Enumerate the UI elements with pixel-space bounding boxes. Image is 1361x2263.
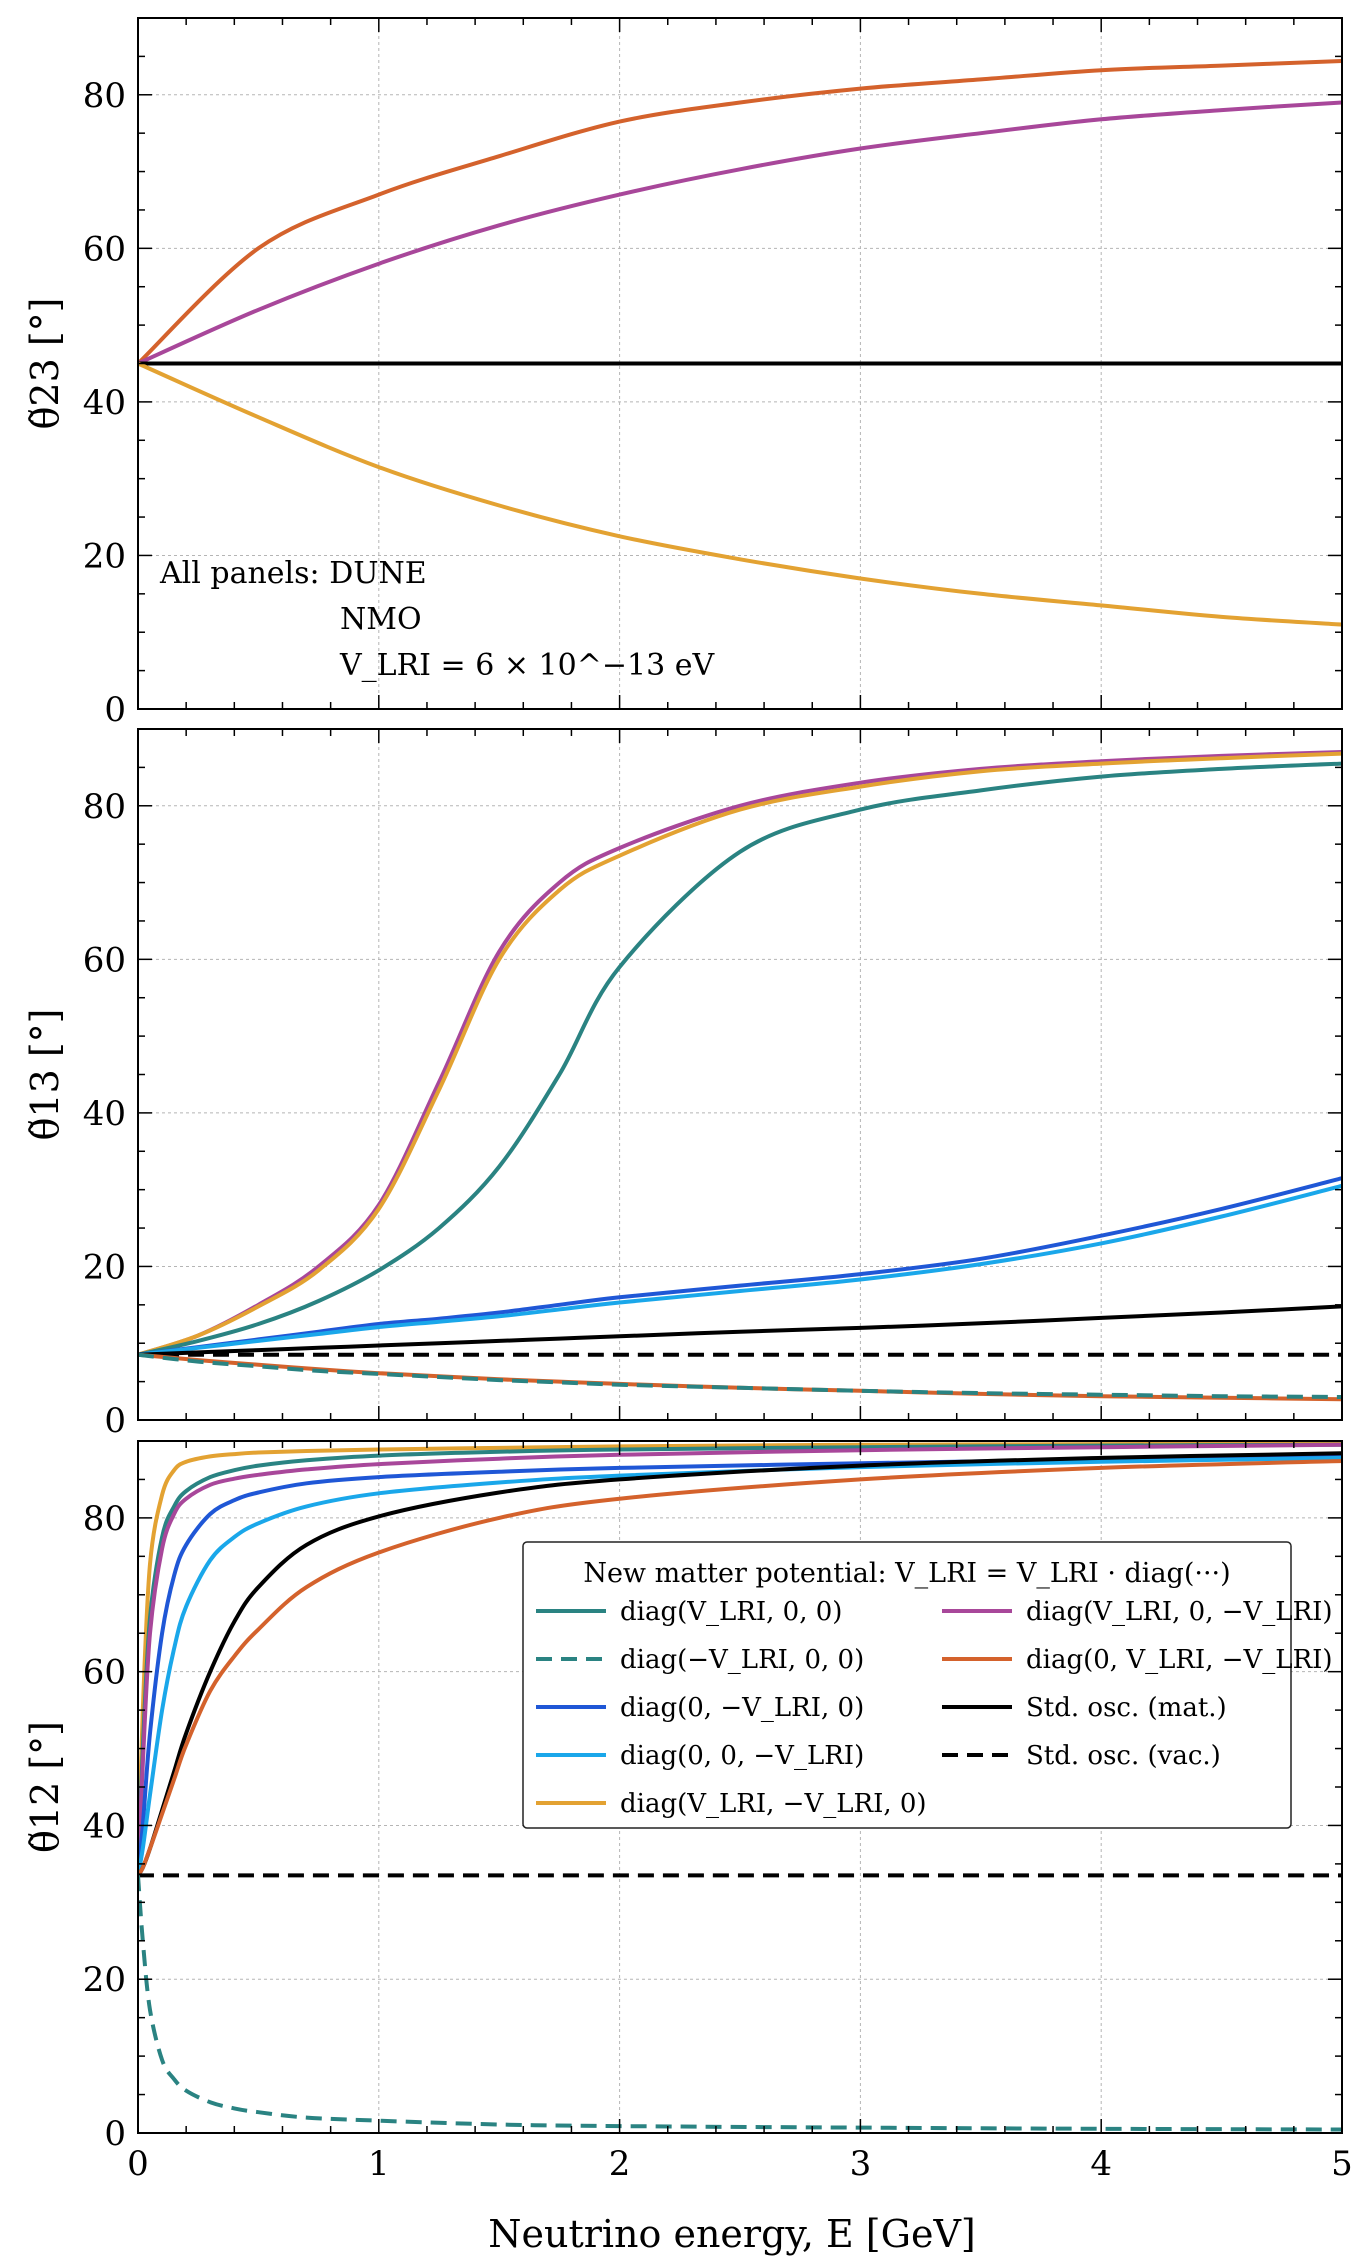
x-tick-label: 1 bbox=[368, 2144, 390, 2184]
y-tick-label: 0 bbox=[104, 690, 126, 730]
annotation-line-2: NMO bbox=[340, 602, 422, 637]
annotation: All panels: DUNE NMO V_LRI = 6 × 10^−13 … bbox=[159, 556, 715, 683]
legend-item-diag_00mv: diag(0, 0, −V_LRI) bbox=[536, 1741, 864, 1771]
panel-theta13: 0 20 40 60 80 θ̃13 [°] bbox=[23, 728, 1343, 1441]
legend: New matter potential: V_LRI = V_LRI · di… bbox=[522, 1541, 1333, 1829]
series-diag_0vmv bbox=[138, 1352, 1342, 1402]
series-group bbox=[138, 1441, 1342, 2132]
legend-label: diag(0, 0, −V_LRI) bbox=[620, 1741, 864, 1771]
series-diag_v00 bbox=[138, 761, 1342, 1357]
series-diag_v0mv bbox=[138, 750, 1342, 1357]
series-group bbox=[138, 59, 1342, 627]
grid bbox=[138, 18, 1342, 709]
y-tick-label: 60 bbox=[83, 1653, 126, 1693]
legend-label: diag(−V_LRI, 0, 0) bbox=[620, 1645, 864, 1675]
y-tick-label: 0 bbox=[104, 2114, 126, 2154]
legend-label: diag(V_LRI, 0, 0) bbox=[620, 1597, 842, 1627]
legend-label: diag(0, V_LRI, −V_LRI) bbox=[1026, 1645, 1333, 1675]
series-diag_v0mv bbox=[138, 100, 1342, 366]
y-tick-label: 40 bbox=[83, 383, 126, 423]
y-tick-label: 40 bbox=[83, 1806, 126, 1846]
panel-theta12: 0 20 40 60 80 θ̃12 [°] 0 1 2 3 4 5 bbox=[23, 1440, 1353, 2184]
series-diag_00mv bbox=[138, 1183, 1342, 1357]
legend-item-diag_0vmv: diag(0, V_LRI, −V_LRI) bbox=[942, 1645, 1333, 1675]
y-tick-label: 20 bbox=[83, 1247, 126, 1287]
series-std_mat bbox=[138, 1304, 1342, 1357]
series-diag_vmv0 bbox=[138, 1441, 1342, 1876]
y-tick-label: 80 bbox=[83, 787, 126, 827]
series-diag_vmv0 bbox=[138, 751, 1342, 1357]
legend-label: diag(0, −V_LRI, 0) bbox=[620, 1693, 864, 1723]
ticks bbox=[137, 17, 1343, 710]
y-tick-label: 60 bbox=[83, 940, 126, 980]
x-tick-label: 0 bbox=[127, 2144, 149, 2184]
legend-item-diag_v00: diag(V_LRI, 0, 0) bbox=[536, 1597, 842, 1627]
panel-theta23: 0 20 40 60 80 θ̃23 [°] bbox=[23, 17, 1343, 730]
legend-label: diag(V_LRI, 0, −V_LRI) bbox=[1026, 1597, 1333, 1627]
y-tick-label: 60 bbox=[83, 229, 126, 269]
y-tick-label: 80 bbox=[83, 76, 126, 116]
legend-item-diag_vmv0: diag(V_LRI, −V_LRI, 0) bbox=[536, 1789, 927, 1819]
legend-label: Std. osc. (mat.) bbox=[1026, 1693, 1227, 1723]
y-axis-title: θ̃13 [°] bbox=[23, 1009, 67, 1141]
y-tick-label: 0 bbox=[104, 1401, 126, 1441]
x-axis-title: Neutrino energy, E [GeV] bbox=[488, 2212, 976, 2256]
y-axis-title: θ̃23 [°] bbox=[23, 298, 67, 430]
ticks bbox=[137, 1440, 1343, 2134]
x-tick-label: 4 bbox=[1090, 2144, 1112, 2184]
ticks bbox=[137, 728, 1343, 1421]
legend-item-std_vac: Std. osc. (vac.) bbox=[942, 1741, 1221, 1771]
y-tick-label: 40 bbox=[83, 1094, 126, 1134]
legend-item-std_mat: Std. osc. (mat.) bbox=[942, 1693, 1227, 1723]
series-diag_00mv bbox=[138, 1455, 1342, 1876]
legend-item-diag_0mv0: diag(0, −V_LRI, 0) bbox=[536, 1693, 864, 1723]
y-axis-title: θ̃12 [°] bbox=[23, 1721, 67, 1853]
legend-item-diag_mv00: diag(−V_LRI, 0, 0) bbox=[536, 1645, 864, 1675]
x-tick-label: 5 bbox=[1331, 2144, 1353, 2184]
legend-label: diag(V_LRI, −V_LRI, 0) bbox=[620, 1789, 927, 1819]
series-diag_vmv0 bbox=[138, 361, 1342, 627]
y-tick-label: 80 bbox=[83, 1499, 126, 1539]
series-diag_v0mv bbox=[138, 1442, 1342, 1876]
series-group bbox=[138, 750, 1342, 1402]
series-diag_0vmv bbox=[138, 59, 1342, 365]
y-tick-label: 20 bbox=[83, 1960, 126, 2000]
series-diag_mv00 bbox=[138, 1875, 1342, 2132]
x-tick-label: 2 bbox=[609, 2144, 631, 2184]
series-diag_0vmv bbox=[138, 1459, 1342, 1877]
series-diag_mv00 bbox=[138, 1352, 1342, 1399]
y-tick-label: 20 bbox=[83, 536, 126, 576]
legend-title: New matter potential: V_LRI = V_LRI · di… bbox=[583, 1558, 1230, 1589]
x-axis: Neutrino energy, E [GeV] bbox=[488, 2212, 976, 2256]
legend-frame bbox=[522, 1541, 1292, 1829]
annotation-line-3: V_LRI = 6 × 10^−13 eV bbox=[339, 648, 715, 683]
annotation-line-1: All panels: DUNE bbox=[159, 556, 427, 591]
series-diag_0mv0 bbox=[138, 1176, 1342, 1357]
x-tick-label: 3 bbox=[850, 2144, 872, 2184]
legend-item-diag_v0mv: diag(V_LRI, 0, −V_LRI) bbox=[942, 1597, 1333, 1627]
legend-label: Std. osc. (vac.) bbox=[1026, 1741, 1221, 1771]
